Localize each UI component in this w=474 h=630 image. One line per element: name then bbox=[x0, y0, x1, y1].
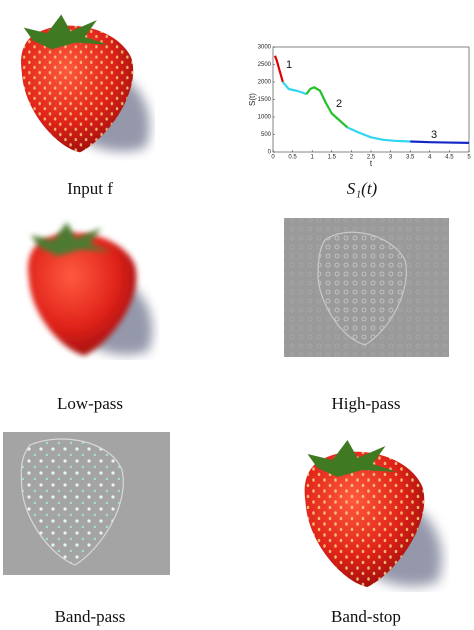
line-segment bbox=[305, 86, 349, 129]
x-tick-label: 1.5 bbox=[328, 155, 337, 161]
input-image bbox=[21, 15, 150, 153]
annotation: 1 bbox=[286, 59, 292, 71]
x-tick-label: 2.5 bbox=[367, 155, 376, 161]
y-tick-label: 1500 bbox=[258, 97, 272, 103]
x-tick-label: 5 bbox=[467, 155, 471, 161]
y-tick-label: 3000 bbox=[258, 45, 272, 51]
caption: Band-stop bbox=[331, 607, 401, 626]
y-axis-label: S(t) bbox=[248, 93, 257, 106]
high-pass-image bbox=[284, 218, 449, 357]
x-tick-label: 4 bbox=[428, 155, 432, 161]
y-tick-label: 500 bbox=[261, 132, 272, 138]
line-segment bbox=[410, 140, 470, 144]
caption: S₁(t) bbox=[347, 179, 378, 198]
y-tick-label: 2000 bbox=[258, 80, 272, 86]
line-segment bbox=[347, 126, 411, 143]
x-tick-label: 3 bbox=[389, 155, 393, 161]
annotation: 2 bbox=[336, 98, 342, 110]
y-tick-label: 0 bbox=[268, 150, 272, 156]
band-pass-image bbox=[3, 432, 170, 575]
caption: Low-pass bbox=[57, 394, 123, 413]
x-axis-label: t bbox=[370, 159, 373, 168]
caption: Band-pass bbox=[55, 607, 126, 626]
chart: 0 500 1000 1500 2000 2500 3000 0 0.5 1 1.5 2 2.5 3 3.5… bbox=[248, 45, 471, 169]
x-tick-label: 4.5 bbox=[445, 155, 454, 161]
y-tick-label: 1000 bbox=[258, 115, 272, 121]
y-tick-label: 2500 bbox=[258, 62, 272, 68]
band-stop-image bbox=[305, 440, 442, 587]
annotation: 3 bbox=[431, 129, 437, 141]
caption: Input f bbox=[67, 179, 113, 198]
x-tick-label: 0.5 bbox=[288, 155, 297, 161]
line-segment bbox=[281, 81, 307, 96]
x-tick-label: 3.5 bbox=[406, 155, 415, 161]
x-tick-label: 2 bbox=[350, 155, 354, 161]
x-tick-label: 1 bbox=[311, 155, 315, 161]
caption: High-pass bbox=[332, 394, 401, 413]
x-tick-label: 0 bbox=[271, 155, 275, 161]
line-segment bbox=[273, 55, 284, 83]
low-pass-image bbox=[28, 222, 152, 355]
